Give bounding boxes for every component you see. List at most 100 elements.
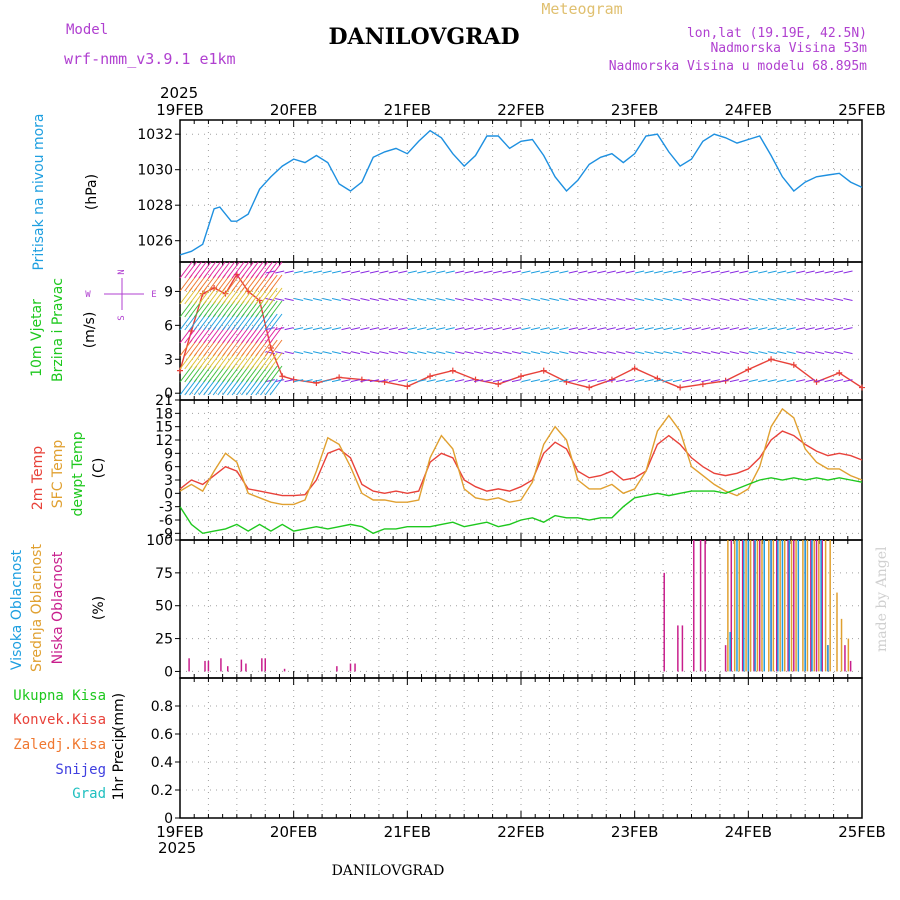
wind-barb bbox=[691, 351, 702, 355]
wind-barb bbox=[635, 270, 645, 274]
wind-barb bbox=[269, 261, 283, 279]
wind-barb bbox=[312, 351, 323, 355]
wind-barb bbox=[786, 379, 796, 383]
wind-barb bbox=[269, 352, 283, 370]
wind-barb bbox=[653, 379, 664, 383]
wind-barb bbox=[767, 327, 777, 331]
wind-barb bbox=[606, 327, 616, 331]
wind-barb bbox=[682, 351, 692, 355]
wind-barb bbox=[474, 351, 484, 355]
wind-barb bbox=[777, 327, 787, 331]
wind-barb bbox=[265, 351, 275, 355]
wind-barb bbox=[312, 270, 323, 274]
wind-barb bbox=[322, 270, 332, 274]
wind-barb bbox=[417, 297, 427, 301]
wind-barb bbox=[474, 270, 484, 274]
y-tick-label: 18 bbox=[155, 406, 173, 422]
wind-barb bbox=[559, 351, 569, 355]
wind-barb bbox=[407, 379, 417, 383]
wind-barb bbox=[417, 351, 427, 355]
series-line bbox=[179, 407, 863, 506]
wind-barb bbox=[597, 297, 607, 301]
wind-barb bbox=[701, 379, 711, 383]
wind-speed-marker bbox=[813, 378, 820, 385]
wind-barb bbox=[426, 270, 436, 274]
wind-barb bbox=[777, 270, 787, 274]
wind-barb bbox=[767, 379, 777, 383]
wind-barb bbox=[269, 378, 283, 396]
wind-barb bbox=[264, 300, 278, 318]
wind-barb bbox=[226, 261, 240, 279]
wind-barb bbox=[805, 297, 815, 301]
wind-barb bbox=[464, 270, 474, 274]
wind-barb bbox=[398, 297, 408, 301]
wind-barb bbox=[833, 297, 844, 301]
wind-barb bbox=[625, 327, 635, 331]
wind-barb bbox=[663, 379, 673, 383]
wind-barb bbox=[663, 270, 673, 274]
wind-barb bbox=[635, 379, 645, 383]
wind-barb bbox=[540, 270, 550, 274]
wind-barb bbox=[241, 261, 254, 279]
wind-barb bbox=[786, 327, 796, 331]
wind-barb bbox=[616, 270, 626, 274]
y-tick-label: -6 bbox=[159, 513, 173, 529]
wind-barb bbox=[720, 327, 730, 331]
wind-barb bbox=[350, 379, 361, 383]
wind-label-1: 10m Vjetar bbox=[29, 299, 45, 377]
wind-barb bbox=[540, 327, 550, 331]
wind-barb bbox=[559, 379, 569, 383]
model-label: Model bbox=[66, 22, 108, 38]
wind-barb bbox=[264, 274, 278, 292]
wind-barb bbox=[445, 351, 455, 355]
wind-barb bbox=[777, 379, 787, 383]
wind-barb bbox=[264, 339, 278, 357]
wind-barb bbox=[269, 365, 283, 383]
wind-barb bbox=[606, 379, 616, 383]
sfctemp-label: SFC Temp bbox=[50, 440, 66, 509]
wind-barb bbox=[492, 270, 503, 274]
y-tick-label: 0 bbox=[164, 664, 173, 680]
wind-barb bbox=[606, 297, 616, 301]
wind-speed-marker bbox=[449, 367, 456, 374]
wind-barb bbox=[379, 327, 389, 331]
wind-speed-marker bbox=[336, 374, 343, 381]
wind-barb bbox=[672, 379, 683, 383]
wind-barb bbox=[616, 297, 626, 301]
dewpt-label: dewpt Temp bbox=[70, 431, 86, 516]
wind-barb bbox=[436, 351, 446, 355]
y-tick-label: 0 bbox=[164, 811, 173, 827]
wind-barb bbox=[511, 270, 522, 274]
cloud-unit: (%) bbox=[91, 596, 107, 620]
wind-barb bbox=[502, 351, 512, 355]
wind-barb bbox=[294, 270, 304, 274]
wind-barb bbox=[682, 270, 692, 274]
wind-barb bbox=[720, 270, 730, 274]
wind-barb bbox=[331, 351, 342, 355]
panel-frame bbox=[179, 677, 863, 819]
wind-barb bbox=[843, 379, 853, 383]
wind-barb bbox=[701, 297, 711, 301]
wind-barb bbox=[322, 351, 332, 355]
wind-barb bbox=[663, 351, 673, 355]
wind-barb bbox=[843, 327, 853, 331]
wind-barb bbox=[521, 270, 531, 274]
x-tick-label-bottom: 23FEB bbox=[611, 823, 658, 841]
wind-barb bbox=[663, 297, 673, 301]
wind-barb bbox=[350, 270, 361, 274]
wind-barb bbox=[502, 379, 512, 383]
y-tick-label: 0.2 bbox=[151, 783, 173, 799]
wind-barb bbox=[815, 351, 825, 355]
wind-speed-marker bbox=[586, 384, 593, 391]
wind-barb bbox=[796, 379, 806, 383]
wind-barb bbox=[701, 270, 711, 274]
wind-barb bbox=[483, 351, 493, 355]
wind-speed-marker bbox=[495, 381, 502, 388]
wind-barb bbox=[540, 379, 550, 383]
wind-barb bbox=[635, 327, 645, 331]
wind-barb bbox=[388, 327, 398, 331]
wind-barb bbox=[208, 261, 221, 279]
y-tick-label: 3 bbox=[164, 352, 173, 368]
wind-barb bbox=[701, 327, 711, 331]
wind-barb bbox=[294, 351, 304, 355]
